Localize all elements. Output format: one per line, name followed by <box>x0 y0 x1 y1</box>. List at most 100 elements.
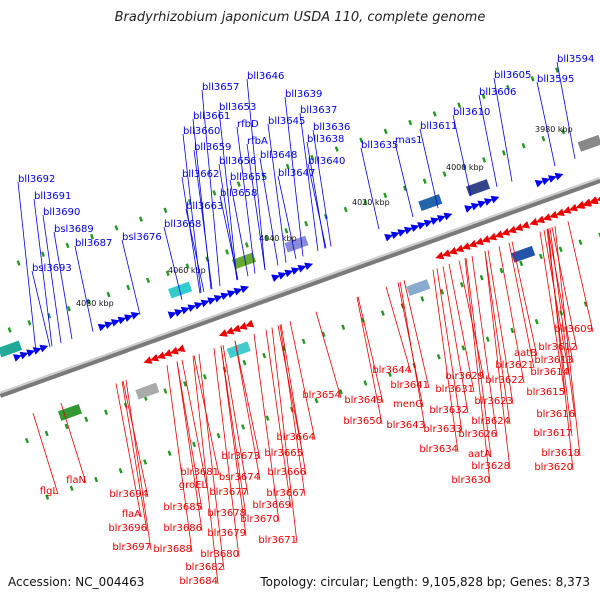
leader-line <box>219 195 239 280</box>
leader-line <box>60 403 87 484</box>
label-top: bll3637 <box>300 105 337 116</box>
leader-line <box>458 260 485 380</box>
tick-far-top <box>383 128 388 135</box>
tick-outer-bottom <box>479 274 484 281</box>
leader-line <box>246 143 266 271</box>
label-top: bll3636 <box>313 122 350 133</box>
reverse-gene <box>169 346 179 355</box>
leader-line <box>192 118 212 290</box>
leader-line <box>549 227 576 418</box>
tick-outer-top <box>165 270 170 277</box>
leader-line <box>229 179 249 277</box>
label-bottom: menG <box>393 399 423 410</box>
label-top: bll3594 <box>557 54 594 65</box>
tick-far-top <box>506 84 511 91</box>
tick-far-bottom <box>69 485 74 492</box>
forward-gene <box>430 217 440 225</box>
scale-label: 4080 kbp <box>76 299 114 308</box>
reverse-gene <box>238 322 248 330</box>
tick-far-top <box>114 225 119 231</box>
reverse-gene <box>507 225 517 234</box>
tick-outer-bottom <box>420 296 425 302</box>
label-top: bll3595 <box>537 74 574 85</box>
forward-gene <box>490 195 500 204</box>
forward-gene <box>180 306 190 315</box>
leader-line <box>222 345 249 496</box>
label-top: bsl3676 <box>122 232 162 243</box>
tick-outer-bottom <box>44 430 49 437</box>
label-bottom: blr3620 <box>534 462 573 473</box>
tick-outer-bottom <box>341 324 346 330</box>
tick-outer-bottom <box>380 310 385 316</box>
reverse-gene <box>514 223 524 231</box>
label-top: bll3662 <box>182 169 219 180</box>
label-top: bsl3689 <box>54 224 94 235</box>
tick-far-top <box>457 102 462 108</box>
label-top: bll3692 <box>18 174 55 185</box>
leader-line <box>484 251 511 425</box>
leader-line <box>121 239 141 315</box>
feature-block <box>406 279 431 297</box>
forward-gene <box>443 212 453 221</box>
leader-line <box>32 413 59 495</box>
reverse-gene <box>225 326 235 335</box>
forward-gene <box>240 285 250 294</box>
leader-line <box>181 359 208 489</box>
feature-block <box>231 252 257 270</box>
label-top: bll3606 <box>479 87 516 98</box>
forward-gene <box>534 179 544 188</box>
tick-outer-bottom <box>499 267 504 274</box>
scale-label: 4060 kbp <box>168 266 206 275</box>
forward-gene <box>124 314 133 322</box>
tick-outer-bottom <box>440 289 445 295</box>
leader-line <box>121 381 148 532</box>
forward-gene <box>284 269 294 278</box>
tick-outer-bottom <box>163 388 168 394</box>
tick-outer-bottom <box>301 338 306 345</box>
label-bottom: blr3631 <box>435 384 474 395</box>
forward-gene <box>541 177 551 186</box>
leader-line <box>551 227 578 351</box>
forward-gene <box>397 229 407 237</box>
leader-line <box>403 280 430 389</box>
reverse-gene <box>218 329 228 337</box>
forward-gene <box>304 262 314 271</box>
tick-far-bottom <box>94 476 99 483</box>
leader-line <box>192 355 219 585</box>
tick-outer-top <box>264 235 269 241</box>
forward-gene <box>384 233 394 242</box>
leader-line <box>498 246 525 384</box>
label-bottom: blr3617 <box>533 428 572 439</box>
forward-gene <box>207 297 217 305</box>
forward-gene <box>477 200 487 209</box>
leader-line <box>31 270 51 348</box>
leader-line <box>201 89 221 287</box>
leader-line <box>279 324 306 497</box>
reverse-gene <box>589 196 599 204</box>
label-bottom: blr3623 <box>474 396 513 407</box>
tick-outer-bottom <box>242 359 247 366</box>
reverse-gene <box>488 232 497 241</box>
page-title: Bradyrhizobium japonicum USDA 110, compl… <box>114 10 486 25</box>
tick-outer-top <box>126 284 131 291</box>
leader-line <box>567 221 594 333</box>
leader-line <box>487 250 514 405</box>
tick-outer-top <box>304 220 309 227</box>
tick-outer-bottom <box>519 260 524 267</box>
label-bottom: aatB <box>514 348 537 359</box>
tick-outer-bottom <box>538 253 543 260</box>
label-top: bll3639 <box>285 89 322 100</box>
tick-outer-bottom <box>24 437 29 444</box>
forward-gene <box>271 274 281 282</box>
reverse-gene <box>596 193 600 202</box>
label-top: bll3611 <box>420 121 457 132</box>
label-top: rfbD <box>237 119 259 130</box>
label-bottom: flaA <box>122 509 141 520</box>
tick-far-top <box>212 190 217 196</box>
tick-far-bottom <box>45 494 50 500</box>
label-top: bll3668 <box>164 219 201 230</box>
forward-gene <box>32 347 42 355</box>
label-bottom: blr3624 <box>471 416 510 427</box>
topology-label: Topology: circular; Length: 9,105,828 bp… <box>260 575 590 589</box>
